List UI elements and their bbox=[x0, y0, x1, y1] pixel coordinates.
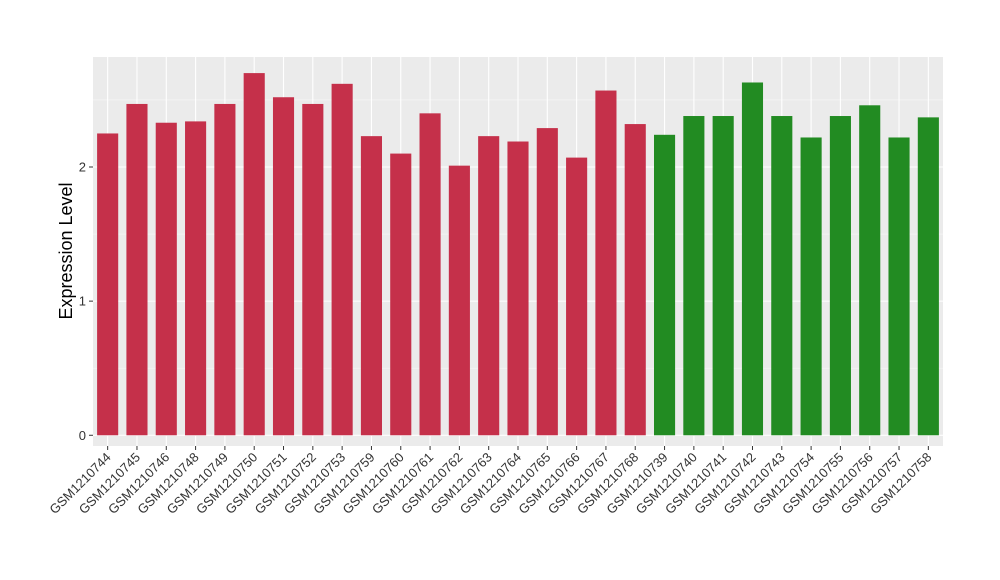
bar-GSM1210754 bbox=[800, 137, 822, 436]
bar-GSM1210745 bbox=[126, 103, 148, 436]
bar-GSM1210765 bbox=[536, 128, 558, 436]
bar-GSM1210767 bbox=[595, 90, 617, 436]
bar-GSM1210743 bbox=[771, 116, 793, 436]
bar-GSM1210764 bbox=[507, 141, 529, 436]
y-tick-label: 0 bbox=[79, 428, 86, 443]
bar-GSM1210760 bbox=[390, 153, 412, 436]
bar-GSM1210751 bbox=[272, 97, 295, 436]
bar-GSM1210740 bbox=[683, 116, 705, 436]
bar-GSM1210755 bbox=[829, 116, 851, 436]
bar-GSM1210768 bbox=[624, 124, 646, 436]
bar-GSM1210763 bbox=[478, 136, 500, 436]
x-axis: GSM1210744GSM1210745GSM1210746GSM1210748… bbox=[46, 446, 934, 517]
bar-GSM1210757 bbox=[888, 137, 910, 436]
y-axis-label: Expression Level bbox=[56, 182, 76, 319]
bar-GSM1210752 bbox=[302, 103, 324, 436]
bar-GSM1210744 bbox=[97, 133, 119, 436]
bar-GSM1210761 bbox=[419, 113, 441, 436]
bar-GSM1210758 bbox=[917, 117, 939, 436]
bars bbox=[97, 73, 939, 436]
bar-GSM1210742 bbox=[741, 82, 764, 436]
bar-GSM1210748 bbox=[185, 121, 207, 436]
y-tick-label: 2 bbox=[79, 159, 86, 174]
bar-GSM1210762 bbox=[448, 165, 470, 436]
bar-GSM1210750 bbox=[243, 73, 265, 436]
bar-GSM1210741 bbox=[712, 116, 734, 436]
y-axis: 0 1 2 bbox=[79, 159, 93, 443]
bar-GSM1210759 bbox=[360, 136, 382, 436]
bar-GSM1210739 bbox=[654, 134, 676, 436]
y-tick-label: 1 bbox=[79, 294, 86, 309]
bar-GSM1210753 bbox=[331, 83, 353, 436]
bar-GSM1210756 bbox=[859, 105, 881, 436]
bar-GSM1210746 bbox=[155, 122, 177, 436]
bar-GSM1210749 bbox=[214, 103, 236, 436]
bar-GSM1210766 bbox=[566, 157, 588, 436]
